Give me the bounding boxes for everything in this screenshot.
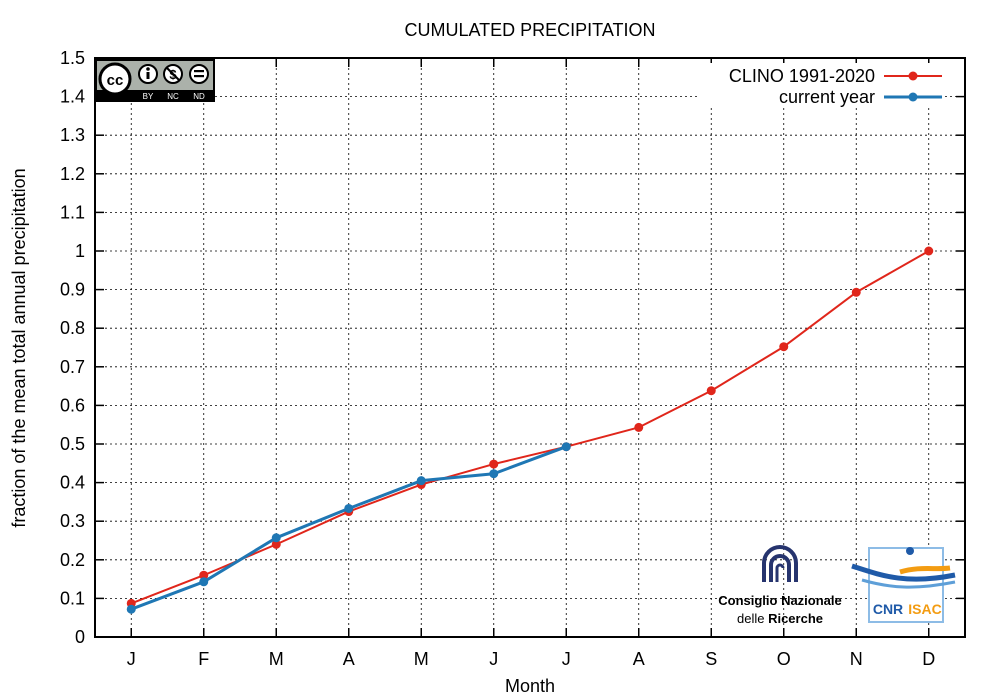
legend-swatch-marker [908,92,918,102]
cc-by-nc-nd-icon: cc $ BY NC ND [95,59,215,102]
legend-label: CLINO 1991-2020 [729,66,875,86]
svg-text:BY: BY [143,92,154,101]
x-tick-label: A [343,649,355,669]
y-tick-label: 1.5 [60,48,85,68]
legend-bg [700,84,945,105]
data-point [271,533,281,543]
x-tick-label: O [777,649,791,669]
svg-text:ND: ND [193,92,205,101]
y-tick-label: 0.8 [60,318,85,338]
chart-title: CUMULATED PRECIPITATION [404,20,655,40]
isac-logo: CNR ISAC [851,547,956,623]
legend-label: current year [779,87,875,107]
series-current-year [126,442,571,614]
data-point [199,570,209,580]
grid [95,58,965,637]
x-tick-label: M [414,649,429,669]
x-tick-label: F [198,649,209,669]
x-tick-label: N [850,649,863,669]
data-point [489,459,499,469]
legend-bg [700,63,945,84]
y-tick-label: 0.6 [60,395,85,415]
y-tick-label: 0.1 [60,588,85,608]
data-point [199,577,209,587]
y-tick-label: 1.4 [60,87,85,107]
cnr-logo-line2: delle Ricerche [737,611,823,626]
svg-text:cc: cc [107,72,124,89]
y-tick-label: 0.3 [60,511,85,531]
x-axis-label: Month [505,676,555,696]
x-tick-label: M [269,649,284,669]
y-tick-label: 1.2 [60,164,85,184]
data-point [706,386,716,396]
cnr-logo: Consiglio Nazionale delle Ricerche [718,545,842,626]
plot-frame [94,57,966,638]
y-tick-label: 1.1 [60,202,85,222]
isac-logo-isac: ISAC [908,601,941,617]
x-tick-label: J [127,649,136,669]
cnr-logo-line1: Consiglio Nazionale [718,593,842,608]
data-point [924,246,934,256]
data-point [344,503,354,513]
y-tick-label: 0.7 [60,357,85,377]
y-tick-label: 0.2 [60,550,85,570]
y-tick-label: 0.5 [60,434,85,454]
data-point [489,469,499,479]
legend-swatch-marker [908,71,918,81]
series-layer [126,246,934,614]
y-tick-label: 0 [75,627,85,647]
y-tick-label: 0.4 [60,473,85,493]
y-tick-label: 1 [75,241,85,261]
data-point [416,476,426,486]
x-tick-label: J [489,649,498,669]
data-point [851,287,861,297]
x-tick-label: A [633,649,645,669]
svg-text:NC: NC [167,92,179,101]
y-tick-label: 1.3 [60,125,85,145]
series-line [130,250,930,605]
x-tick-label: S [705,649,717,669]
isac-logo-cnr: CNR [873,601,903,617]
data-point [126,604,136,614]
y-tick-label: 0.9 [60,280,85,300]
data-point [561,442,571,452]
x-tick-label: J [562,649,571,669]
y-axis-label: fraction of the mean total annual precip… [9,168,29,527]
y-ticks: 0 0.1 0.2 0.3 0.4 0.5 0.6 0.7 0.8 0.9 1 1.1 1.2 1.3 1.… [60,48,965,647]
data-point [779,342,789,352]
data-point [634,422,644,432]
x-tick-label: D [922,649,935,669]
data-point [271,539,281,549]
